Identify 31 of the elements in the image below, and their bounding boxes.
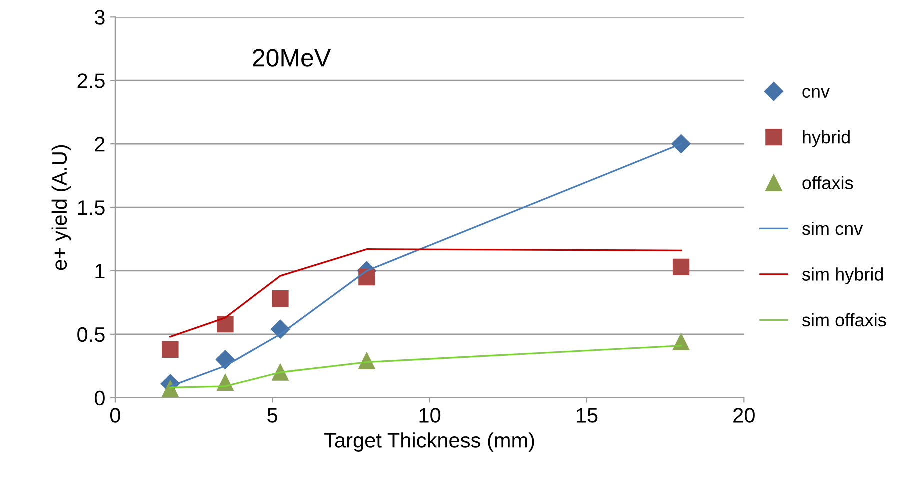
point xyxy=(162,380,179,398)
y-tick-label: 1 xyxy=(96,264,105,279)
x-tick-label: 20 xyxy=(734,408,755,423)
line-series xyxy=(170,248,682,338)
point xyxy=(272,290,289,308)
y-tick-label: 0.5 xyxy=(78,327,105,342)
x-axis-title: Target Thickness (mm) xyxy=(324,432,534,452)
x-tick-label: 5 xyxy=(268,408,278,423)
point xyxy=(217,316,234,333)
y-tick-label: 2 xyxy=(95,137,105,152)
y-tick-label: 1.5 xyxy=(78,200,105,216)
x-tick-label: 15 xyxy=(576,408,598,423)
legend-label: offaxis xyxy=(802,176,854,190)
legend-label: sim hybrid xyxy=(802,268,884,285)
x-tick-label: 10 xyxy=(420,408,441,423)
legend-label: hybrid xyxy=(803,130,850,148)
y-tick-label: 2.5 xyxy=(78,74,105,88)
point xyxy=(672,258,690,276)
annotation: 20MeV xyxy=(253,49,331,67)
point xyxy=(358,268,376,286)
y-tick-label: 3 xyxy=(94,10,105,25)
legend-label: cnv xyxy=(802,88,830,98)
legend-label: sim offaxis xyxy=(802,313,886,327)
x-tick-label: 0 xyxy=(110,408,120,423)
point xyxy=(216,350,236,370)
legend-label: sim cnv xyxy=(802,222,864,236)
y-axis-title: e+ yield (A.U) xyxy=(52,145,72,270)
point xyxy=(672,334,690,350)
point xyxy=(162,341,179,358)
y-tick-label: 0 xyxy=(94,390,105,406)
point xyxy=(672,134,691,154)
